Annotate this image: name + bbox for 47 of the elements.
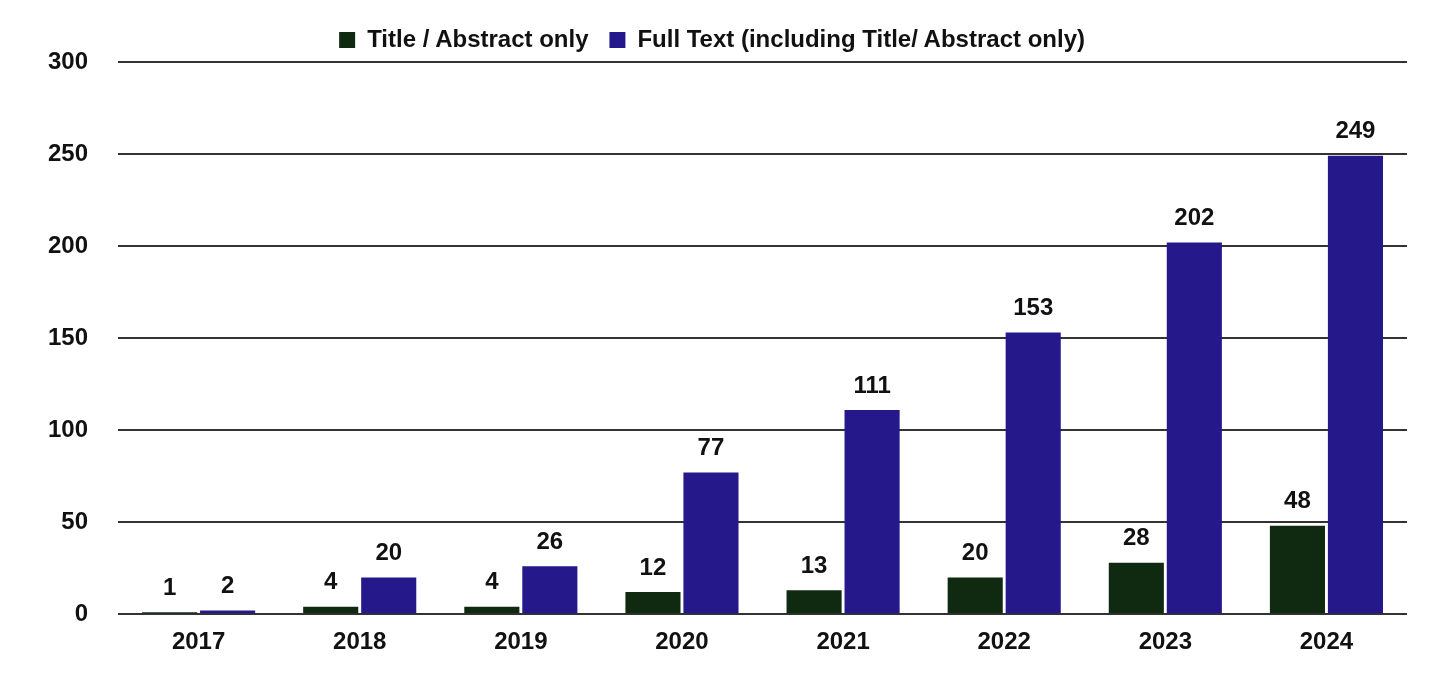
bar bbox=[1108, 562, 1164, 614]
y-tick-label: 150 bbox=[48, 322, 89, 350]
x-tick-label: 2023 bbox=[1138, 627, 1193, 655]
x-tick-label: 2022 bbox=[977, 627, 1031, 655]
data-label: 1 bbox=[162, 572, 177, 600]
x-tick-label: 2019 bbox=[494, 627, 548, 655]
x-tick-label: 2020 bbox=[655, 627, 709, 655]
bar bbox=[786, 590, 842, 614]
x-tick-label: 2024 bbox=[1299, 627, 1354, 655]
bar bbox=[1005, 332, 1061, 614]
bar bbox=[683, 472, 739, 614]
x-tick-label: 2018 bbox=[333, 627, 387, 655]
y-tick-label: 200 bbox=[48, 230, 89, 258]
legend-label: Full Text (including Title/ Abstract only) bbox=[637, 24, 1085, 52]
x-tick-label: 2017 bbox=[171, 627, 226, 655]
data-label: 20 bbox=[961, 538, 989, 566]
data-label: 202 bbox=[1174, 203, 1215, 231]
bar bbox=[625, 592, 681, 614]
data-label: 13 bbox=[800, 550, 828, 578]
data-label: 20 bbox=[375, 538, 403, 566]
data-label: 4 bbox=[324, 567, 339, 595]
data-label: 153 bbox=[1013, 293, 1054, 321]
data-label: 28 bbox=[1122, 523, 1150, 551]
data-label: 111 bbox=[853, 370, 891, 398]
bar bbox=[844, 409, 900, 614]
bar bbox=[464, 606, 520, 614]
y-tick-label: 0 bbox=[74, 598, 89, 626]
data-label: 26 bbox=[536, 526, 564, 554]
data-label: 77 bbox=[697, 433, 725, 461]
bar bbox=[947, 577, 1003, 614]
data-label: 4 bbox=[485, 567, 500, 595]
bar bbox=[1166, 242, 1222, 614]
bar bbox=[1269, 525, 1325, 614]
x-tick-label: 2021 bbox=[816, 627, 870, 655]
y-tick-label: 300 bbox=[48, 46, 89, 74]
bar bbox=[1327, 155, 1383, 614]
bar bbox=[361, 577, 417, 614]
y-tick-label: 100 bbox=[48, 414, 89, 442]
data-label: 48 bbox=[1284, 486, 1311, 514]
data-label: 12 bbox=[639, 552, 667, 580]
bar bbox=[522, 566, 578, 614]
bar bbox=[303, 606, 359, 614]
data-label: 249 bbox=[1335, 116, 1376, 144]
data-label: 2 bbox=[220, 571, 235, 599]
legend-label: Title / Abstract only bbox=[367, 24, 590, 52]
y-tick-label: 250 bbox=[48, 138, 89, 166]
y-tick-label: 50 bbox=[61, 506, 89, 534]
